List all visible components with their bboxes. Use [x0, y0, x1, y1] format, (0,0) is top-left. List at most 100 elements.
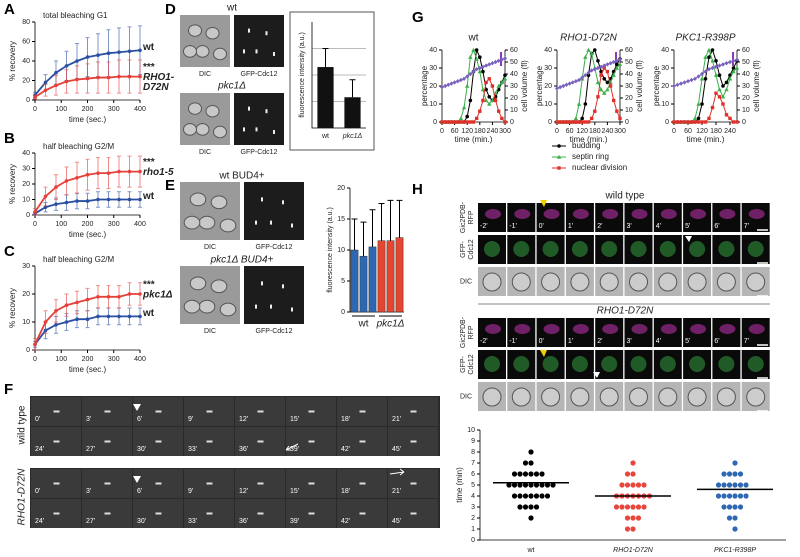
y-tick-label: 20	[337, 185, 345, 192]
data-point	[696, 74, 701, 79]
data-point	[727, 76, 733, 81]
data-point	[465, 114, 470, 119]
panel-label: D	[165, 1, 176, 18]
septin-signal	[359, 482, 366, 485]
arrow	[285, 443, 299, 451]
data-point	[528, 504, 534, 510]
data-point	[717, 87, 722, 92]
septin-signal	[206, 410, 213, 413]
series-label: RHO1-	[143, 72, 175, 83]
data-point	[707, 55, 711, 59]
y-tick-label: 40	[742, 71, 750, 78]
data-point	[522, 471, 529, 477]
data-point	[511, 493, 518, 499]
data-point	[477, 69, 482, 74]
micrograph	[244, 266, 304, 324]
y-axis-label: percentage	[535, 65, 544, 106]
time-label: -1'	[509, 223, 517, 230]
data-point	[580, 116, 584, 121]
x-tick-label: 0	[440, 128, 444, 135]
time-label: 7'	[744, 223, 749, 230]
image-caption: DIC	[199, 149, 211, 156]
y-axis-label: % recovery	[8, 164, 17, 204]
data-point	[602, 66, 606, 70]
cell	[189, 192, 207, 207]
septin-signal	[155, 440, 162, 443]
time-label: 5'	[685, 338, 690, 345]
septin-spot	[255, 304, 257, 309]
cell	[658, 387, 678, 407]
data-point	[602, 63, 607, 68]
gfp-signal	[659, 241, 676, 257]
data-point	[692, 116, 698, 121]
data-point	[679, 120, 683, 124]
data-point	[615, 62, 619, 67]
data-point	[641, 504, 647, 510]
septin-signal	[359, 440, 366, 443]
data-point	[471, 69, 476, 74]
data-point	[700, 102, 704, 106]
data-point	[641, 482, 647, 488]
x-tick-label: 240	[724, 128, 736, 135]
data-point	[589, 51, 594, 56]
y-tick-label: 20	[429, 83, 437, 90]
time-label: 3'	[86, 416, 91, 423]
rfp-signal	[660, 324, 677, 334]
rfp-signal	[631, 209, 648, 219]
series-label: D72N	[143, 82, 169, 93]
septin-spot	[261, 281, 263, 286]
strip-title: RHO1-D72N	[17, 468, 28, 525]
data-point	[503, 120, 507, 124]
time-label: 24'	[35, 518, 44, 525]
error-bar	[349, 79, 356, 98]
y-tick-label: 5	[471, 482, 475, 489]
image-group-title: wt	[226, 3, 237, 14]
volume-marker	[615, 52, 617, 66]
data-point	[458, 77, 463, 83]
data-point	[550, 482, 556, 488]
data-point	[576, 101, 582, 106]
septin-signal	[206, 512, 213, 515]
data-point	[496, 83, 501, 88]
y-tick-label: 20	[22, 291, 30, 298]
time-label: 12'	[239, 488, 248, 495]
fit-line	[34, 75, 140, 98]
data-point	[675, 120, 680, 124]
data-point	[605, 69, 610, 74]
rfp-signal	[543, 209, 560, 219]
row-label: Gic2PDB-	[460, 201, 467, 233]
data-point	[731, 69, 736, 74]
data-point	[446, 120, 450, 124]
cell	[183, 215, 201, 230]
data-point	[517, 471, 523, 477]
data-point	[468, 120, 473, 124]
septin-spot	[270, 220, 272, 225]
y-tick-label: 80	[22, 19, 30, 26]
data-point	[474, 48, 479, 52]
gfp-signal	[571, 356, 588, 372]
x-tick-label: 300	[614, 128, 626, 135]
data-point	[465, 83, 470, 88]
data-point	[487, 77, 491, 81]
data-point	[517, 504, 523, 510]
y-tick-label: 40	[661, 47, 669, 54]
data-point	[465, 74, 470, 79]
x-axis-label: time (sec.)	[69, 230, 107, 239]
data-point	[522, 493, 529, 499]
x-tick-label: 60	[684, 128, 692, 135]
data-point	[728, 59, 732, 65]
data-point	[511, 471, 518, 477]
x-tick-label: 120	[461, 128, 473, 135]
bar	[377, 240, 386, 313]
data-point	[477, 65, 482, 71]
y-tick-label: 0	[665, 119, 669, 126]
septin-spot	[243, 127, 245, 132]
y-tick-label: 30	[22, 165, 30, 172]
time-label: 36'	[239, 446, 248, 453]
y-tick-label: 30	[22, 263, 30, 270]
fit-line	[34, 170, 140, 213]
time-label: 3'	[627, 338, 632, 345]
bar	[359, 255, 368, 313]
data-point	[533, 471, 540, 477]
data-point	[583, 102, 588, 106]
